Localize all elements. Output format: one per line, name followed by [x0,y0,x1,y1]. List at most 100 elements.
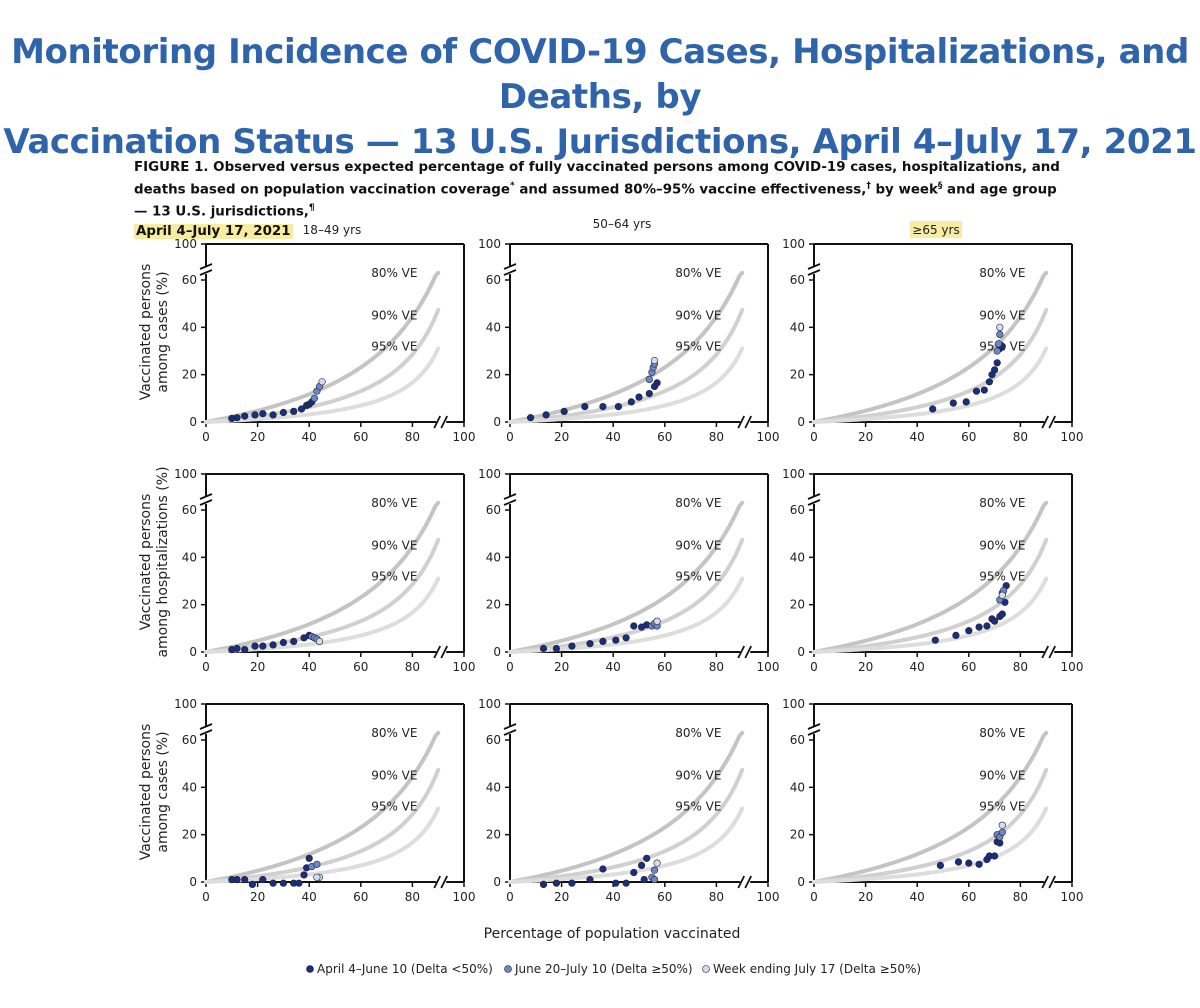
y-axis-break-mark [503,723,517,730]
panel-r0-c0: 0 20 40 60 80 100 0 20 40 60 100 80% VE 90% VE 95% VE [174,237,475,444]
panel-r0-c1: 0 20 40 60 80 100 0 20 40 60 100 80% VE 90% VE 95% VE [478,237,779,444]
data-point-mid [310,394,319,402]
y-tick-label: 60 [790,273,805,287]
x-tick-label: 0 [506,660,514,674]
row-ylabel-2: Vaccinated persons among cases (%) [138,724,171,861]
ve-curve-label: 80% VE [675,726,721,740]
x-tick-label: 20 [250,890,265,904]
data-point-dark [290,637,298,646]
x-axis-break-mark [440,645,449,659]
x-tick-label: 0 [506,890,514,904]
y-tick-label: 100 [174,467,197,481]
x-tick-label: 20 [858,890,873,904]
y-tick-label: 100 [782,237,805,251]
data-point-dark [985,378,994,386]
data-point-dark [962,398,970,406]
y-axis-break-mark [503,493,517,500]
row-ylabel-line: among hospitalizations (%) [155,466,171,657]
legend-label: June 20–July 10 (Delta ≥50%) [514,962,693,976]
x-tick-label: 0 [202,430,210,444]
data-point-dark [637,861,646,870]
data-point-dark [259,875,267,884]
y-tick-label: 20 [182,598,197,612]
ve-curve-label: 80% VE [979,496,1025,510]
x-tick-label: 80 [1013,430,1028,444]
column-title-1: 50–64 yrs [593,217,652,231]
y-tick-label: 60 [790,503,805,517]
column-title-2: ≥65 yrs [912,223,959,237]
x-tick-label: 40 [606,890,621,904]
x-axis-title: Percentage of population vaccinated [484,926,741,942]
legend-marker [504,965,512,973]
ve-curve [812,576,1049,654]
legend-marker [702,965,710,973]
ve-curve [812,806,1049,884]
x-axis-break-mark [433,645,442,659]
y-tick-label: 100 [174,237,197,251]
data-point-dark [640,875,648,884]
data-point-dark [295,879,303,887]
y-axis-break-mark [199,493,213,500]
y-tick-label: 20 [486,598,501,612]
y-tick-label: 0 [189,875,197,889]
y-axis-break-mark [807,499,821,506]
data-point-dark [248,880,256,889]
y-tick-label: 20 [486,368,501,382]
row-ylabel-line: Vaccinated persons [138,264,154,401]
caption-date-range: April 4–July 17, 2021 [134,223,293,239]
y-tick-label: 60 [486,733,501,747]
data-point-mid [996,330,1004,339]
x-tick-label: 20 [554,430,569,444]
data-point-dark [269,411,277,419]
x-tick-label: 0 [810,430,818,444]
y-tick-label: 40 [486,780,501,794]
x-tick-label: 80 [709,660,724,674]
ve-curve-label: 95% VE [675,799,721,813]
ve-curve-label: 95% VE [979,799,1025,813]
x-tick-label: 40 [606,660,621,674]
x-tick-label: 0 [202,890,210,904]
ve-curve-label: 90% VE [979,309,1025,323]
data-point-dark [952,631,960,640]
row-ylabel-line: among cases (%) [155,731,171,852]
ve-curve-label: 95% VE [371,569,417,583]
x-axis-break-mark [440,875,449,889]
x-axis-break-mark [433,415,442,429]
y-tick-label: 20 [486,828,501,842]
ve-curve [508,806,745,884]
y-tick-label: 60 [182,503,197,517]
data-point-dark [539,644,548,653]
data-point-light [653,617,661,625]
data-point-dark [297,405,306,413]
data-point-dark [996,839,1004,847]
y-tick-label: 60 [182,273,197,287]
x-tick-label: 20 [858,430,873,444]
ve-curve-label: 80% VE [675,266,721,280]
ve-curve [812,500,1049,654]
ve-curve [812,346,1049,424]
data-point-dark [279,638,288,647]
data-point-dark [931,636,939,644]
y-tick-label: 100 [478,237,501,251]
data-point-dark [612,636,620,644]
data-point-mid [993,347,1001,355]
y-tick-label: 60 [790,733,805,747]
ve-curve [204,806,441,884]
data-point-light [650,356,659,365]
data-point-dark [539,880,548,889]
row-ylabel-line: Vaccinated persons [138,724,154,861]
x-tick-label: 80 [1013,660,1028,674]
headline-line-2: Vaccination Status — 13 U.S. Jurisdictio… [3,122,1197,162]
data-point-dark [635,393,643,401]
data-point-dark [552,644,561,653]
x-axis-break-mark [1048,415,1057,429]
caption-footnote-mark-1: * [509,181,515,191]
y-axis-break-mark [807,729,821,736]
x-axis-break-mark [737,415,746,429]
data-point-dark [627,398,635,406]
row-ylabel-line: Vaccinated persons [138,494,154,631]
x-tick-label: 80 [405,430,420,444]
y-tick-label: 20 [790,368,805,382]
y-axis-break-mark [199,263,213,270]
ve-curve-label: 95% VE [675,569,721,583]
